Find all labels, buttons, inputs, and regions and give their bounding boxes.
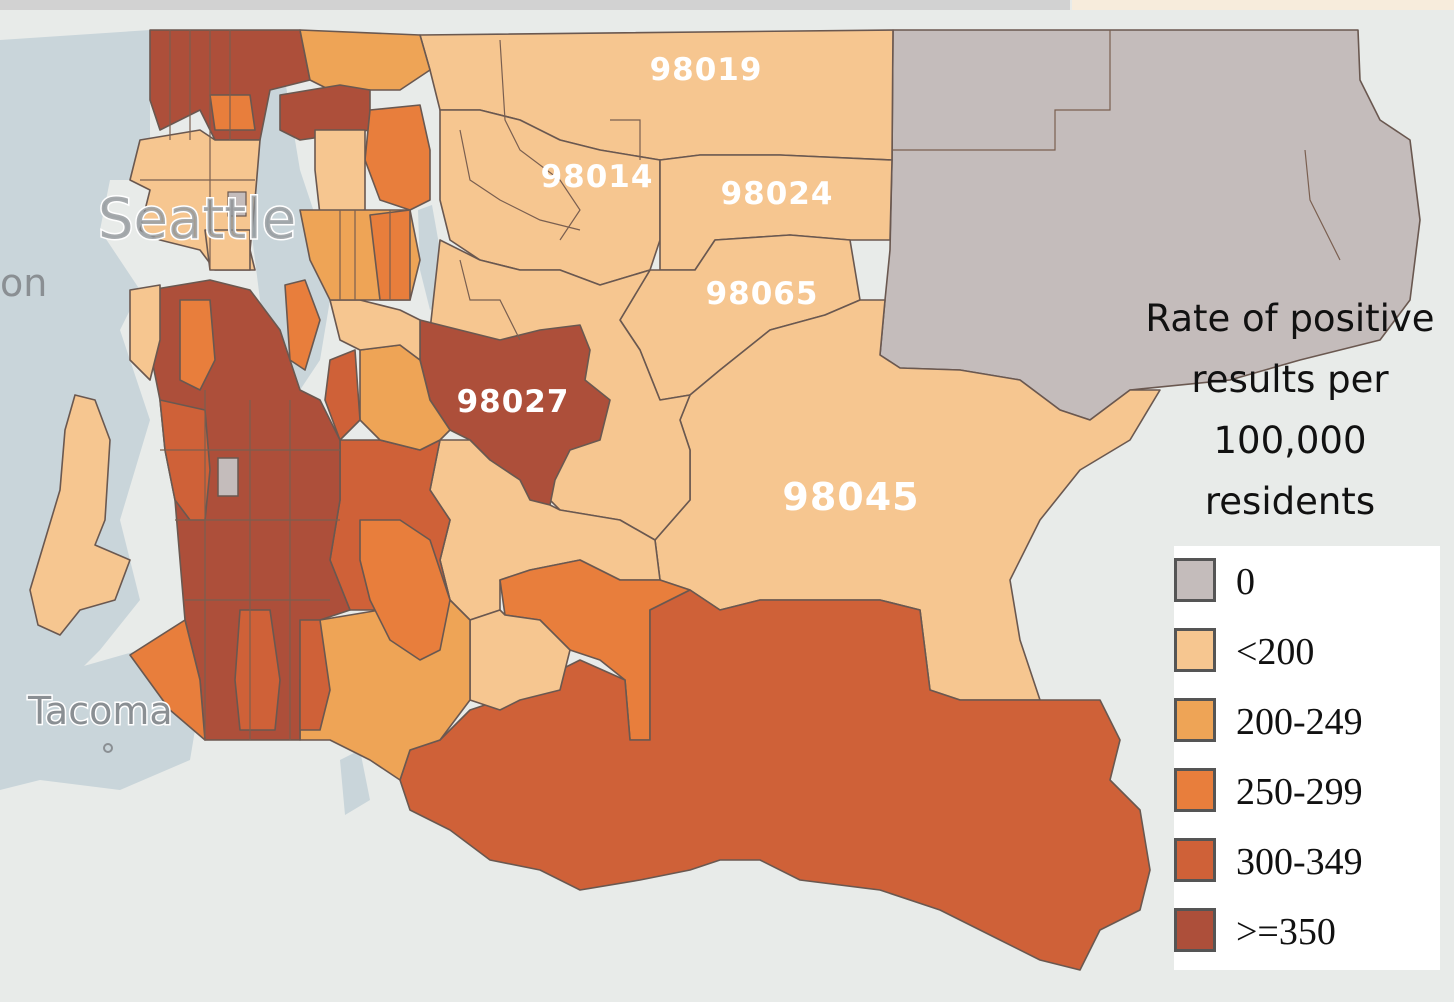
region-redmond-250-299[interactable] (364, 104, 431, 211)
legend-item-350-plus[interactable]: >=350 (1174, 908, 1440, 958)
place-label-seattle: Seattle (98, 187, 296, 252)
legend-swatch-under-200 (1174, 628, 1216, 672)
legend-swatch-350-plus (1174, 908, 1216, 952)
region-east-lakeside[interactable] (324, 349, 361, 441)
zip-label-98045: 98045 (782, 475, 919, 519)
zip-label-98019: 98019 (650, 52, 763, 88)
legend-label-under-200: <200 (1236, 631, 1315, 673)
region-ravenna-250-299[interactable] (209, 94, 256, 131)
legend-item-250-299[interactable]: 250-299 (1174, 768, 1440, 818)
legend-title-line-3: 100,000 (1213, 419, 1367, 462)
place-label-tacoma: Tacoma (27, 689, 173, 733)
region-downtown-light[interactable] (204, 229, 251, 271)
region-south-large[interactable] (399, 589, 1151, 971)
zip-label-98027: 98027 (457, 384, 570, 420)
legend-label-250-299: 250-299 (1236, 771, 1363, 813)
zip-label-98065: 98065 (706, 276, 819, 312)
region-west-seattle-light[interactable] (129, 284, 161, 381)
top-strip (0, 0, 1070, 10)
region-98027[interactable] (419, 319, 611, 506)
region-federal-way[interactable] (234, 609, 281, 731)
region-seattle-200-249[interactable] (299, 29, 431, 91)
place-label-on: on (0, 261, 47, 305)
region-250-299-seatac[interactable] (179, 299, 216, 391)
ne-inner-line-2 (459, 129, 581, 231)
ne-inner-line-4 (459, 259, 521, 341)
ne-inner-line-1 (499, 39, 581, 241)
legend-swatch-300-349 (1174, 838, 1216, 882)
region-kirkland-light[interactable] (314, 129, 366, 216)
ne-inner-line-3 (610, 119, 641, 160)
region-mercer-island[interactable] (284, 279, 321, 371)
legend-swatch-200-249 (1174, 698, 1216, 742)
legend-label-350-plus: >=350 (1236, 911, 1336, 953)
top-strip-right (1072, 0, 1454, 10)
legend-item-200-249[interactable]: 200-249 (1174, 698, 1440, 748)
water-small-1 (340, 750, 370, 815)
legend-label-300-349: 300-349 (1236, 841, 1363, 883)
legend-title: Rate of positive results per 100,000 res… (1128, 288, 1452, 532)
zip-label-98014: 98014 (541, 159, 654, 195)
legend-swatch-250-299 (1174, 768, 1216, 812)
region-250-299-tacoma-edge[interactable] (129, 619, 206, 741)
legend-label-200-249: 200-249 (1236, 701, 1363, 743)
zip-label-98024: 98024 (721, 176, 834, 212)
puget-sound-water (0, 30, 150, 700)
tacoma-dot (103, 743, 113, 753)
zero-region-inner-line (893, 30, 1111, 151)
legend-item-0[interactable]: 0 (1174, 558, 1440, 608)
sound-water-south (0, 650, 200, 790)
legend-item-300-349[interactable]: 300-349 (1174, 838, 1440, 888)
legend-title-line-4: residents (1204, 480, 1376, 523)
legend-swatch-0 (1174, 558, 1216, 602)
legend-title-line-2: results per (1191, 358, 1389, 401)
legend-item-under-200[interactable]: <200 (1174, 628, 1440, 678)
region-vashon[interactable] (29, 394, 131, 636)
legend-label-0: 0 (1236, 561, 1255, 603)
legend: 0 <200 200-249 250-299 300-349 >=350 (1174, 546, 1440, 970)
legend-title-line-1: Rate of positive (1145, 297, 1435, 340)
downtown-gray[interactable] (227, 191, 247, 217)
small-gray-area[interactable] (217, 457, 239, 497)
region-250-299-covington[interactable] (359, 519, 451, 661)
region-bellevue-south[interactable] (329, 299, 421, 361)
region-black-diamond[interactable] (469, 609, 571, 711)
zero-region-inner-line-2 (1304, 149, 1341, 261)
region-auburn-strip[interactable] (299, 619, 331, 731)
